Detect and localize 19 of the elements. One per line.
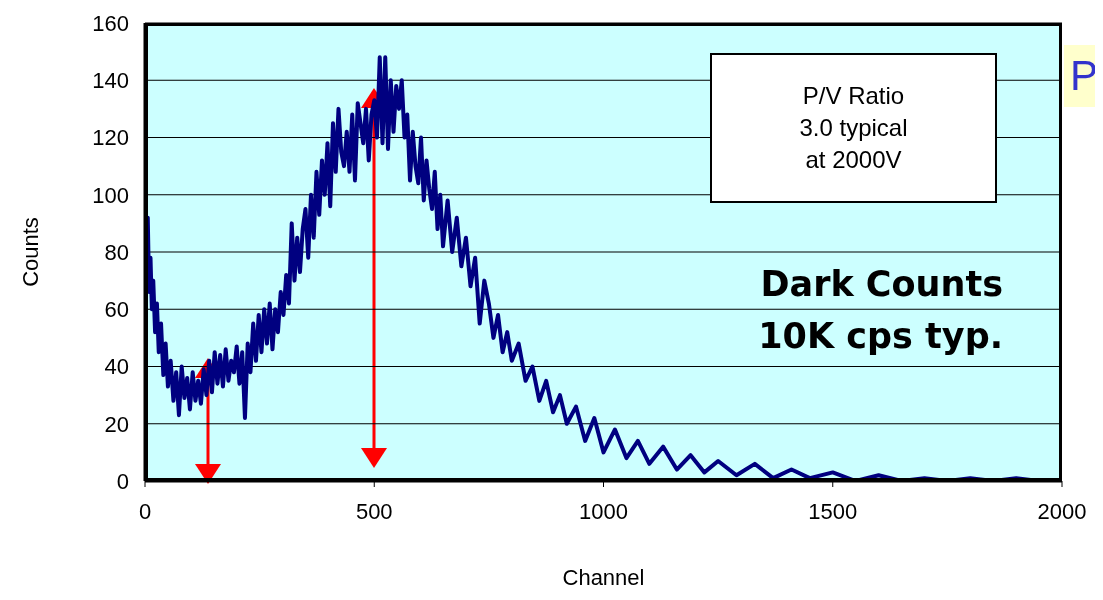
y-tick-label: 60 [104, 297, 129, 323]
y-tick-label: 0 [116, 468, 129, 494]
x-axis-title: Channel [562, 565, 645, 590]
y-tick-label: 40 [104, 354, 129, 380]
x-tick-label: 2000 [1037, 498, 1087, 524]
x-tick-label: 0 [138, 498, 152, 524]
y-tick-label: 100 [92, 182, 129, 208]
x-tick-label: 1500 [808, 498, 858, 524]
y-tick-label: 80 [104, 239, 129, 265]
y-tick-label: 140 [92, 68, 129, 94]
x-tick-label: 1000 [579, 498, 628, 524]
y-axis-title: Counts [17, 217, 43, 287]
y-tick-label: 160 [92, 10, 129, 36]
x-tick-label: 500 [355, 498, 393, 524]
annotation: P/V Ratio 3.0 typical at 2000V [798, 81, 909, 175]
annotation: Dark Counts 10K cps typ. [758, 263, 1003, 358]
note-box: P/V Ratio 3.0 typical at 2000V [710, 53, 997, 203]
y-tick-label: 120 [92, 125, 129, 151]
y-tick-label: 20 [104, 411, 129, 437]
